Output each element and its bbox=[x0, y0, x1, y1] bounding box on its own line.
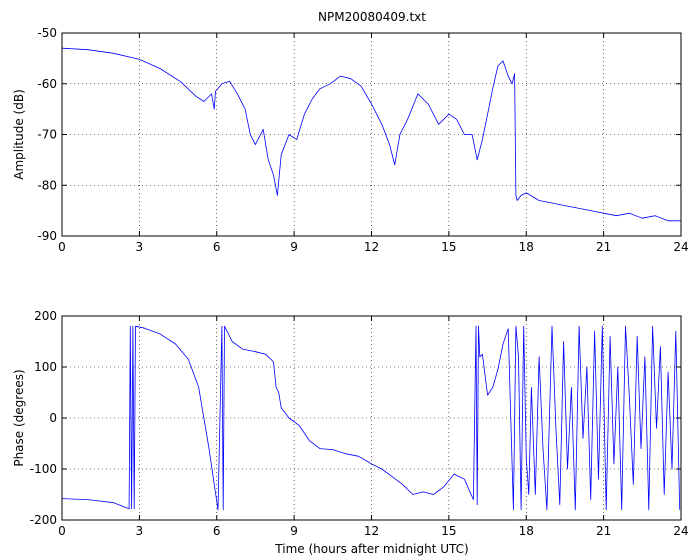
phase-x-tick-label: 24 bbox=[673, 524, 688, 538]
phase-y-tick-label: -200 bbox=[30, 513, 57, 527]
amplitude-series-line bbox=[61, 47, 681, 222]
amplitude-plot: 0 3 6 9 12 15 18 21 24 -90 -80 -70 -60 -50 Amplitude (… bbox=[12, 26, 689, 254]
amplitude-x-tick-label: 18 bbox=[519, 240, 534, 254]
amplitude-x-tick-label: 6 bbox=[213, 240, 221, 254]
phase-plot: 0 3 6 9 12 15 18 21 24 -200 -100 0 100 200 Phase (degr… bbox=[12, 309, 689, 538]
phase-x-tick-label: 12 bbox=[364, 524, 379, 538]
phase-x-tick-label: 21 bbox=[596, 524, 611, 538]
amplitude-y-tick-label: -90 bbox=[37, 229, 57, 243]
amplitude-y-tick-label: -50 bbox=[37, 26, 57, 40]
phase-x-tick-label: 6 bbox=[213, 524, 221, 538]
phase-x-tick-label: 0 bbox=[58, 524, 66, 538]
phase-y-tick-label: 0 bbox=[49, 411, 57, 425]
amplitude-x-tick-label: 15 bbox=[441, 240, 456, 254]
amplitude-x-tick-label: 9 bbox=[290, 240, 298, 254]
phase-x-tick-label: 9 bbox=[290, 524, 298, 538]
phase-x-tick-label: 3 bbox=[136, 524, 144, 538]
amplitude-y-axis-label: Amplitude (dB) bbox=[12, 89, 26, 180]
amplitude-y-tick-label: -60 bbox=[37, 77, 57, 91]
phase-series-line bbox=[61, 325, 681, 511]
amplitude-y-tick-label: -70 bbox=[37, 128, 57, 142]
phase-x-axis-label: Time (hours after midnight UTC) bbox=[274, 542, 468, 556]
phase-x-tick-label: 15 bbox=[441, 524, 456, 538]
amplitude-x-tick-label: 3 bbox=[136, 240, 144, 254]
phase-x-tick-label: 18 bbox=[519, 524, 534, 538]
phase-y-tick-label: 100 bbox=[34, 360, 57, 374]
amplitude-y-tick-label: -80 bbox=[37, 178, 57, 192]
amplitude-x-tick-label: 0 bbox=[58, 240, 66, 254]
amplitude-chart-title: NPM20080409.txt bbox=[318, 10, 426, 24]
phase-y-tick-label: -100 bbox=[30, 462, 57, 476]
phase-y-axis-label: Phase (degrees) bbox=[12, 369, 26, 466]
amplitude-x-tick-label: 21 bbox=[596, 240, 611, 254]
amplitude-x-tick-label: 12 bbox=[364, 240, 379, 254]
amplitude-x-tick-label: 24 bbox=[673, 240, 688, 254]
phase-y-tick-label: 200 bbox=[34, 309, 57, 323]
